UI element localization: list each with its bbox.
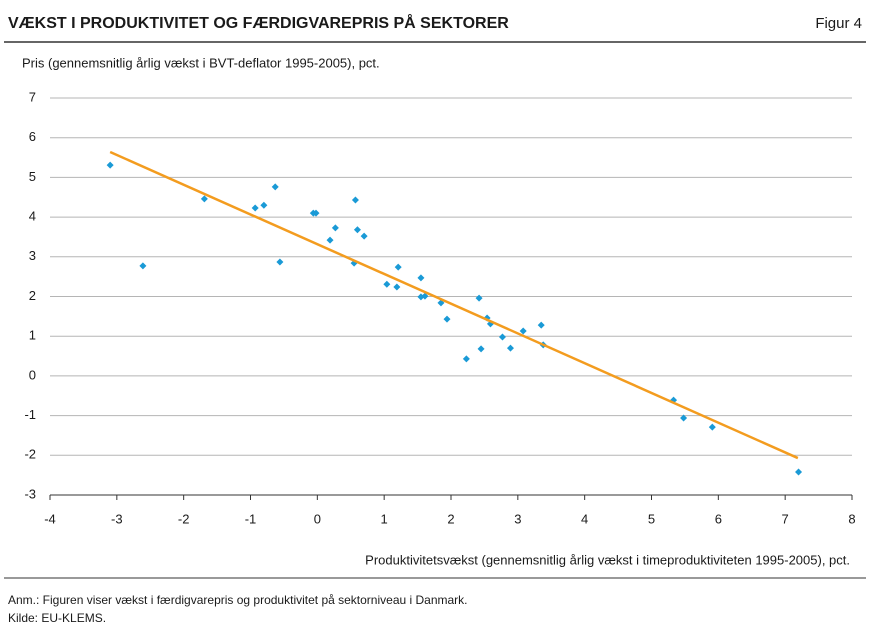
y-tick-label: 7 xyxy=(29,89,36,104)
trend-line xyxy=(109,150,799,460)
point xyxy=(795,468,803,476)
point xyxy=(680,414,688,422)
source: Kilde: EU-KLEMS. xyxy=(8,611,106,625)
point xyxy=(477,345,485,353)
x-tick-label: -1 xyxy=(245,511,257,526)
x-tick-label: 7 xyxy=(782,511,789,526)
x-tick-label: 1 xyxy=(381,511,388,526)
x-tick-label: -4 xyxy=(44,511,56,526)
point xyxy=(326,236,334,244)
y-tick-label: 5 xyxy=(29,169,36,184)
x-tick-label: 6 xyxy=(715,511,722,526)
point xyxy=(443,315,451,323)
point xyxy=(353,226,361,234)
point xyxy=(475,294,483,302)
chart-title: VÆKST I PRODUKTIVITET OG FÆRDIGVAREPRIS … xyxy=(8,13,509,32)
point xyxy=(139,262,147,270)
point xyxy=(393,283,401,291)
figure-label: Figur 4 xyxy=(815,15,862,32)
x-tick-label: 2 xyxy=(447,511,454,526)
x-tick-label: -2 xyxy=(178,511,190,526)
point xyxy=(498,333,506,341)
point xyxy=(251,204,259,212)
note: Anm.: Figuren viser vækst i færdigvarepr… xyxy=(8,593,468,607)
y-tick-label: 4 xyxy=(29,209,36,224)
y-axis-label: Pris (gennemsnitlig årlig vækst i BVT-de… xyxy=(22,55,380,70)
x-tick-label: 3 xyxy=(514,511,521,526)
y-tick-label: 1 xyxy=(29,328,36,343)
point xyxy=(200,195,208,203)
y-tick-label: -3 xyxy=(24,486,36,501)
y-tick-label: -2 xyxy=(24,447,36,462)
point xyxy=(351,196,359,204)
x-tick-label: 0 xyxy=(314,511,321,526)
y-tick-label: 6 xyxy=(29,129,36,144)
y-tick-label: 3 xyxy=(29,248,36,263)
x-tick-label: 5 xyxy=(648,511,655,526)
point xyxy=(462,355,470,363)
point xyxy=(106,161,114,169)
x-tick-label: 8 xyxy=(848,511,855,526)
x-tick-label: 4 xyxy=(581,511,588,526)
point xyxy=(271,183,279,191)
point xyxy=(331,224,339,232)
y-tick-label: -1 xyxy=(24,407,36,422)
point xyxy=(312,209,320,217)
point xyxy=(383,280,391,288)
point xyxy=(708,423,716,431)
point xyxy=(506,344,514,352)
point xyxy=(394,263,402,271)
point xyxy=(276,258,284,266)
point xyxy=(421,292,429,300)
point xyxy=(360,232,368,240)
x-axis-label: Produktivitetsvækst (gennemsnitlig årlig… xyxy=(365,552,850,567)
point xyxy=(260,201,268,209)
y-tick-label: 2 xyxy=(29,288,36,303)
point xyxy=(537,321,545,329)
y-tick-label: 0 xyxy=(29,367,36,382)
point xyxy=(417,274,425,282)
point xyxy=(519,327,527,335)
x-tick-label: -3 xyxy=(111,511,123,526)
